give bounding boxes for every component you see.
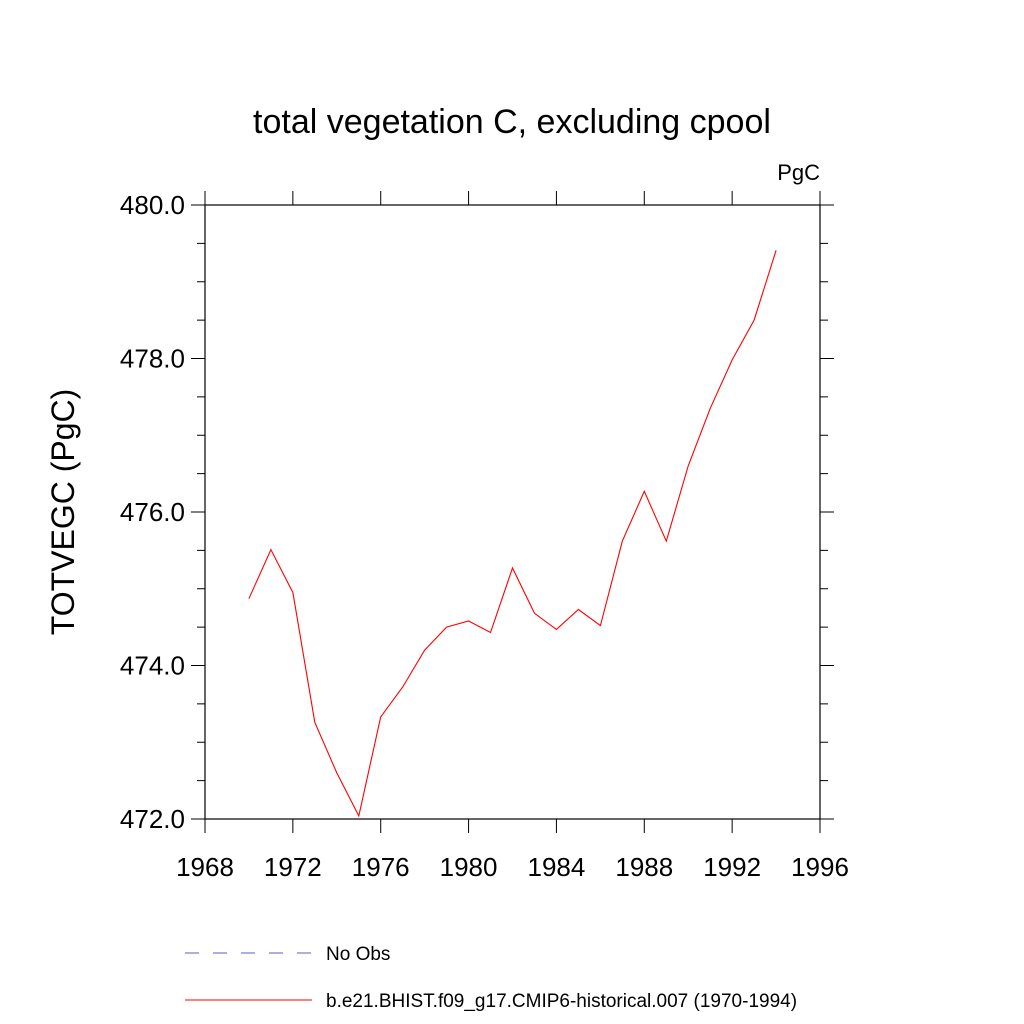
axis-ticks — [191, 191, 834, 833]
x-tick-label: 1984 — [528, 852, 586, 882]
y-tick-label: 478.0 — [120, 344, 185, 374]
legend-label: No Obs — [326, 944, 390, 965]
series-lines — [248, 250, 777, 818]
y-tick-label: 474.0 — [120, 651, 185, 681]
legend: No Obs b.e21.BHIST.f09_g17.CMIP6-historic… — [185, 944, 797, 1012]
y-tick-label: 480.0 — [120, 190, 185, 220]
y-tick-labels: 472.0 474.0 476.0 478.0 480.0 — [120, 190, 185, 834]
legend-label: b.e21.BHIST.f09_g17.CMIP6-historical.007… — [326, 991, 797, 1012]
plot-frame — [204, 204, 821, 820]
y-axis-label: TOTVEGC (PgC) — [45, 389, 81, 636]
chart-title: total vegetation C, excluding cpool — [253, 103, 771, 141]
x-tick-label: 1992 — [703, 852, 761, 882]
x-tick-label: 1988 — [615, 852, 673, 882]
y-tick-label: 472.0 — [120, 804, 185, 834]
series-line — [248, 250, 777, 818]
x-tick-label: 1976 — [352, 852, 410, 882]
units-label: PgC — [777, 160, 820, 185]
x-tick-labels: 1968 1972 1976 1980 1984 1988 1992 1996 — [176, 852, 849, 882]
y-tick-label: 476.0 — [120, 497, 185, 527]
x-tick-label: 1972 — [264, 852, 322, 882]
x-tick-label: 1968 — [176, 852, 234, 882]
x-tick-label: 1996 — [791, 852, 849, 882]
x-tick-label: 1980 — [440, 852, 498, 882]
